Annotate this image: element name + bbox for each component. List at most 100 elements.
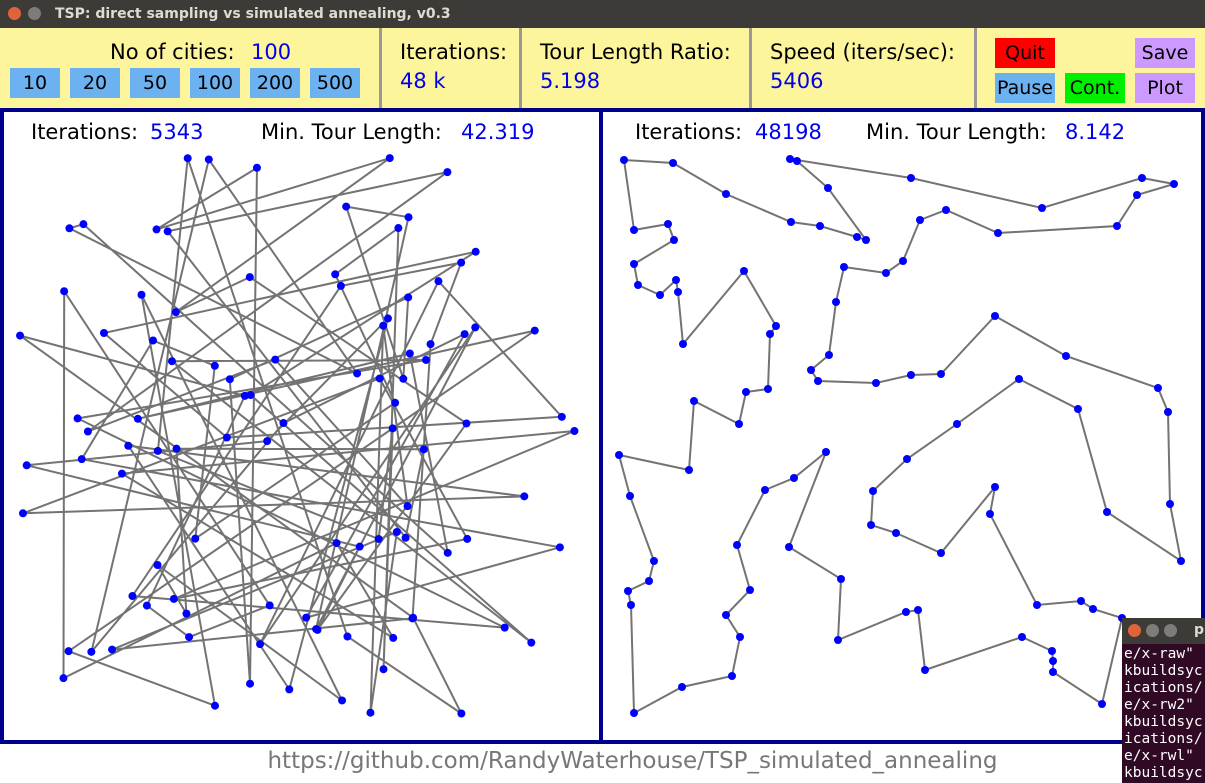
separator — [749, 28, 752, 108]
button[interactable]: Plot — [1135, 73, 1195, 103]
city — [867, 521, 875, 529]
city — [1062, 352, 1070, 360]
city — [462, 419, 471, 428]
city — [1049, 657, 1057, 665]
city — [761, 486, 769, 494]
city — [1177, 557, 1185, 565]
city — [645, 577, 653, 585]
city-count-button[interactable]: 20 — [70, 68, 120, 98]
city — [388, 424, 397, 433]
city — [742, 388, 750, 396]
city — [246, 679, 255, 688]
city — [313, 625, 322, 634]
city — [785, 543, 793, 551]
city — [399, 374, 408, 383]
city — [1077, 597, 1085, 605]
city — [937, 549, 945, 557]
value: 5.198 — [540, 69, 601, 93]
city — [83, 427, 92, 436]
city — [222, 433, 231, 442]
city — [252, 163, 261, 172]
city — [825, 351, 833, 359]
city — [740, 267, 748, 275]
city — [403, 502, 412, 511]
city — [615, 451, 623, 459]
label: Speed (iters/sec): — [770, 40, 956, 64]
city — [907, 371, 915, 379]
city — [133, 414, 142, 423]
city — [77, 455, 86, 464]
city — [1133, 191, 1141, 199]
city — [902, 608, 910, 616]
tour-path — [19, 157, 575, 717]
city — [634, 281, 642, 289]
terminal-line: kbuildsyc — [1124, 714, 1203, 730]
city — [163, 227, 172, 236]
terminal-line: e/x-rwl" — [1124, 748, 1194, 764]
minimize-button[interactable] — [1146, 624, 1159, 637]
city-count-button[interactable]: 200 — [250, 68, 300, 98]
city — [409, 613, 418, 622]
button[interactable]: Cont. — [1065, 73, 1125, 103]
city — [182, 609, 191, 618]
city — [191, 534, 200, 543]
city — [1074, 405, 1082, 413]
label: No of cities: — [110, 40, 235, 64]
value: 100 — [251, 40, 292, 64]
city-count-button[interactable]: 100 — [190, 68, 240, 98]
city — [882, 269, 890, 277]
button[interactable]: Pause — [995, 73, 1055, 103]
label: Tour Length Ratio: — [540, 40, 731, 64]
city-count-button[interactable]: 50 — [130, 68, 180, 98]
city — [16, 331, 25, 340]
city — [169, 594, 178, 603]
city-count-button[interactable]: 500 — [310, 68, 360, 98]
city — [419, 445, 428, 454]
value: 48 k — [400, 69, 446, 93]
city — [383, 314, 392, 323]
city — [650, 557, 658, 565]
city — [389, 633, 398, 642]
city — [245, 273, 254, 282]
city — [1103, 508, 1111, 516]
terminal-line: ications/ — [1124, 731, 1203, 747]
city — [124, 441, 133, 450]
city — [899, 257, 907, 265]
city-count-button[interactable]: 10 — [10, 68, 60, 98]
city — [678, 683, 686, 691]
button[interactable]: Save — [1135, 38, 1195, 68]
city — [1089, 605, 1097, 613]
city — [764, 385, 772, 393]
close-button[interactable] — [8, 7, 21, 20]
city — [991, 312, 999, 320]
city — [240, 391, 249, 400]
city — [557, 412, 566, 421]
city — [391, 398, 400, 407]
city — [60, 287, 69, 296]
button[interactable]: Quit — [995, 38, 1055, 68]
city — [1018, 633, 1026, 641]
city — [331, 270, 340, 279]
city — [1049, 668, 1057, 676]
terminal-line: e/x-raw" — [1124, 646, 1194, 662]
footer-url: https://github.com/RandyWaterhouse/TSP_s… — [267, 748, 998, 774]
city — [353, 369, 362, 378]
city — [816, 222, 824, 230]
city — [991, 483, 999, 491]
label: Iterations: — [31, 120, 139, 144]
maximize-button[interactable] — [1164, 624, 1177, 637]
city — [366, 708, 375, 717]
terminal-line: e/x-rw2" — [1124, 697, 1194, 713]
label: Iterations: — [400, 40, 508, 64]
annealing-panel: Iterations: 48198 Min. Tour Length: 8.14… — [599, 108, 1205, 744]
minimize-button[interactable] — [28, 7, 41, 20]
city — [210, 701, 219, 710]
city — [338, 696, 347, 705]
city — [22, 461, 31, 470]
city — [336, 281, 345, 290]
close-button[interactable] — [1128, 624, 1141, 637]
city — [736, 633, 744, 641]
city — [434, 277, 443, 286]
city — [627, 601, 635, 609]
city — [279, 419, 288, 428]
